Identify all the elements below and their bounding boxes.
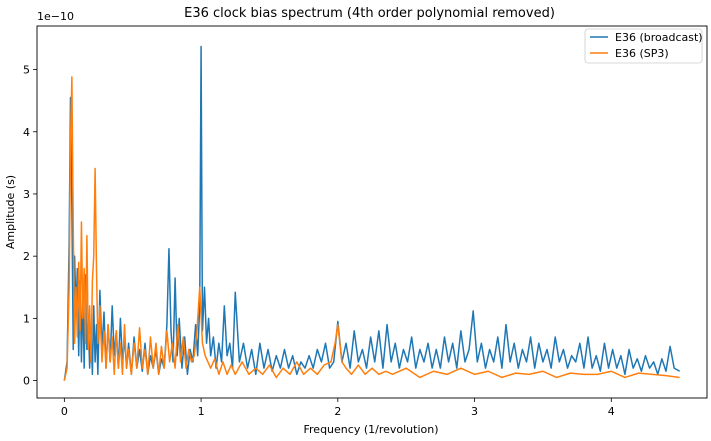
y-tick-label: 5 (23, 64, 30, 77)
y-tick-label: 0 (23, 375, 30, 388)
series-line-sp3 (63, 76, 680, 381)
x-tick-label: 2 (334, 405, 341, 418)
y-tick-label: 3 (23, 188, 30, 201)
x-tick-label: 4 (608, 405, 615, 418)
y-axis-ticks: 0 1 2 3 4 5 (23, 64, 37, 388)
legend-label-broadcast: E36 (broadcast) (615, 31, 703, 44)
x-tick-label: 1 (198, 405, 205, 418)
y-tick-label: 2 (23, 250, 30, 263)
legend-box (584, 28, 703, 64)
y-axis-label: Amplitude (s) (4, 175, 17, 249)
y-tick-label: 1 (23, 312, 30, 325)
x-axis-ticks: 0 1 2 3 4 (61, 398, 615, 418)
plot-area: 0 1 2 3 4 0 1 2 3 4 5 (23, 25, 708, 418)
axes-frame (36, 25, 708, 399)
x-tick-label: 0 (61, 405, 68, 418)
chart-title: E36 clock bias spectrum (4th order polyn… (184, 6, 555, 21)
y-offset-text: 1e−10 (37, 10, 74, 23)
x-tick-label: 3 (471, 405, 478, 418)
legend-label-sp3: E36 (SP3) (615, 47, 669, 60)
x-axis-label: Frequency (1/revolution) (304, 423, 439, 436)
legend: E36 (broadcast) E36 (SP3) (584, 28, 703, 64)
y-tick-label: 4 (23, 126, 30, 139)
series-layer (63, 45, 681, 381)
